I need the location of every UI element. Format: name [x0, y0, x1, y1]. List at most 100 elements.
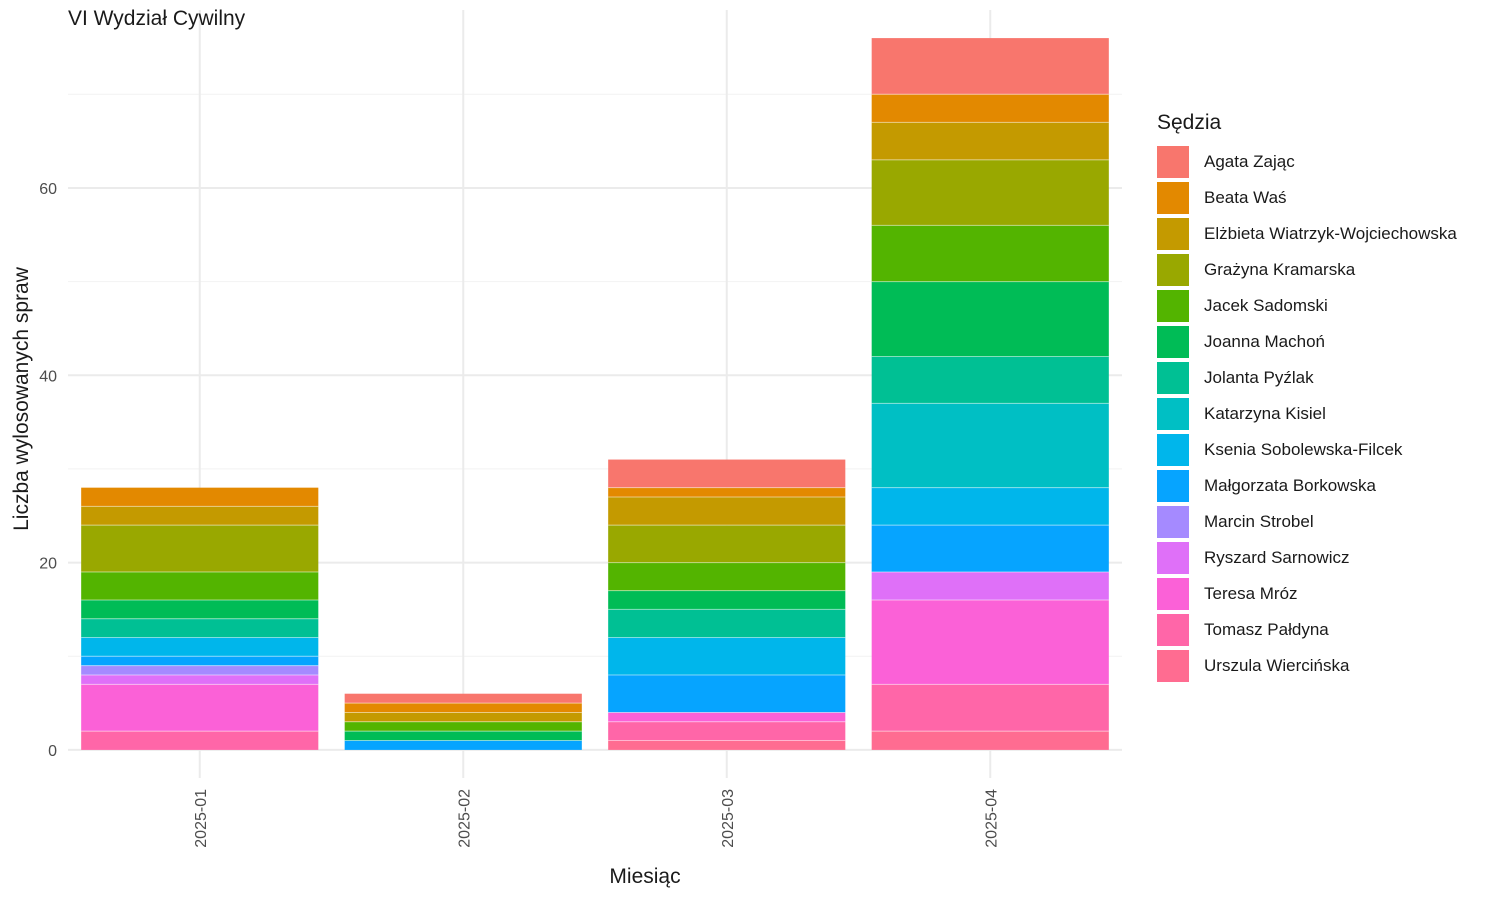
x-tick-label: 2025-04 [983, 789, 1000, 848]
legend-swatch [1157, 146, 1189, 178]
bar-segment [871, 571, 1109, 601]
bar-segment [344, 693, 582, 704]
bar-segment [608, 712, 846, 722]
bar-segment [608, 740, 846, 750]
bar-segment [81, 637, 319, 657]
bar-segment [81, 731, 319, 750]
bar-segment [871, 38, 1109, 95]
y-tick-label: 60 [39, 181, 57, 198]
bar-segment [871, 403, 1109, 488]
legend-item: Agata Zając [1157, 144, 1457, 180]
legend-item: Urszula Wiercińska [1157, 648, 1457, 684]
bar-segment [81, 665, 319, 675]
legend-item: Małgorzata Borkowska [1157, 468, 1457, 504]
legend-swatch [1157, 542, 1189, 574]
y-tick-label: 20 [39, 556, 57, 573]
bar-segment [608, 721, 846, 741]
legend-label: Teresa Mróz [1204, 584, 1298, 603]
legend-swatch [1157, 290, 1189, 322]
y-tick-labels: 0 20 40 60 [39, 181, 57, 760]
legend-swatch [1157, 578, 1189, 610]
bar-segment [871, 487, 1109, 526]
x-tick-label: 2025-01 [193, 789, 210, 848]
legend-label: Marcin Strobel [1204, 512, 1314, 531]
bar-segment [608, 562, 846, 591]
x-axis-label: Miesiąc [609, 865, 681, 888]
legend-swatch [1157, 614, 1189, 646]
legend-swatch [1157, 182, 1189, 214]
bar-segment [608, 487, 846, 498]
legend-label: Tomasz Pałdyna [1204, 620, 1329, 639]
legend-label: Ryszard Sarnowicz [1204, 548, 1350, 567]
legend: Sędzia Agata Zając Beata Waś Elżbieta Wiat… [1157, 111, 1457, 684]
x-tick-labels: 2025-01 2025-02 2025-03 2025-04 [193, 789, 1001, 848]
legend-label: Elżbieta Wiatrzyk-Wojciechowska [1204, 224, 1457, 243]
legend-label: Urszula Wiercińska [1204, 656, 1350, 675]
bar-segment [81, 674, 319, 685]
bar-segment [608, 525, 846, 563]
bar-segment [871, 225, 1109, 282]
legend-label: Ksenia Sobolewska-Filcek [1204, 440, 1403, 459]
legend-label: Katarzyna Kisiel [1204, 404, 1326, 423]
legend-swatch [1157, 650, 1189, 682]
legend-swatch [1157, 326, 1189, 358]
bar-segment [608, 637, 846, 675]
bar-segment [81, 618, 319, 638]
bar-segment [344, 721, 582, 732]
legend-swatch [1157, 470, 1189, 502]
legend-label: Grażyna Kramarska [1204, 260, 1356, 279]
legend-swatch [1157, 398, 1189, 430]
bar-segment [871, 525, 1109, 572]
bar-segment [608, 459, 846, 488]
legend-item: Ksenia Sobolewska-Filcek [1157, 432, 1457, 468]
bars [81, 38, 1109, 750]
legend-title: Sędzia [1157, 111, 1222, 134]
legend-item: Jacek Sadomski [1157, 288, 1457, 324]
bar-segment [871, 281, 1109, 357]
legend-items: Agata Zając Beata Waś Elżbieta Wiatrzyk-Wo… [1157, 144, 1457, 684]
bar-segment [81, 525, 319, 572]
y-tick-label: 0 [48, 743, 57, 760]
y-tick-label: 40 [39, 368, 57, 385]
chart-title: VI Wydział Cywilny [68, 7, 246, 30]
legend-item: Marcin Strobel [1157, 504, 1457, 540]
legend-label: Beata Waś [1204, 188, 1287, 207]
legend-label: Joanna Machoń [1204, 332, 1325, 351]
bar-segment [608, 609, 846, 638]
bar-segment [871, 356, 1109, 404]
legend-swatch [1157, 254, 1189, 286]
bar-segment [81, 571, 319, 601]
legend-swatch [1157, 434, 1189, 466]
legend-item: Ryszard Sarnowicz [1157, 540, 1457, 576]
legend-swatch [1157, 362, 1189, 394]
legend-item: Jolanta Pyźlak [1157, 360, 1457, 396]
legend-item: Elżbieta Wiatrzyk-Wojciechowska [1157, 216, 1457, 252]
bar-segment [81, 487, 319, 507]
y-axis-label: Liczba wylosowanych spraw [10, 267, 33, 531]
bar-segment [871, 731, 1109, 750]
legend-label: Jacek Sadomski [1204, 296, 1328, 315]
bar-segment [344, 740, 582, 750]
bar-segment [871, 94, 1109, 123]
x-tick-label: 2025-03 [720, 789, 737, 848]
bar-segment [344, 731, 582, 741]
legend-item: Beata Waś [1157, 180, 1457, 216]
bar-segment [344, 703, 582, 713]
legend-item: Joanna Machoń [1157, 324, 1457, 360]
x-tick-label: 2025-02 [456, 789, 473, 848]
legend-item: Grażyna Kramarska [1157, 252, 1457, 288]
bar-segment [871, 684, 1109, 732]
bar-segment [81, 506, 319, 526]
bar-segment [81, 656, 319, 666]
legend-swatch [1157, 506, 1189, 538]
bar-segment [344, 712, 582, 722]
legend-swatch [1157, 218, 1189, 250]
bar-segment [608, 590, 846, 610]
bar-segment [608, 497, 846, 526]
legend-label: Agata Zając [1204, 152, 1295, 171]
bar-segment [608, 674, 846, 713]
bar-segment [871, 159, 1109, 226]
legend-item: Teresa Mróz [1157, 576, 1457, 612]
bar-segment [81, 684, 319, 732]
